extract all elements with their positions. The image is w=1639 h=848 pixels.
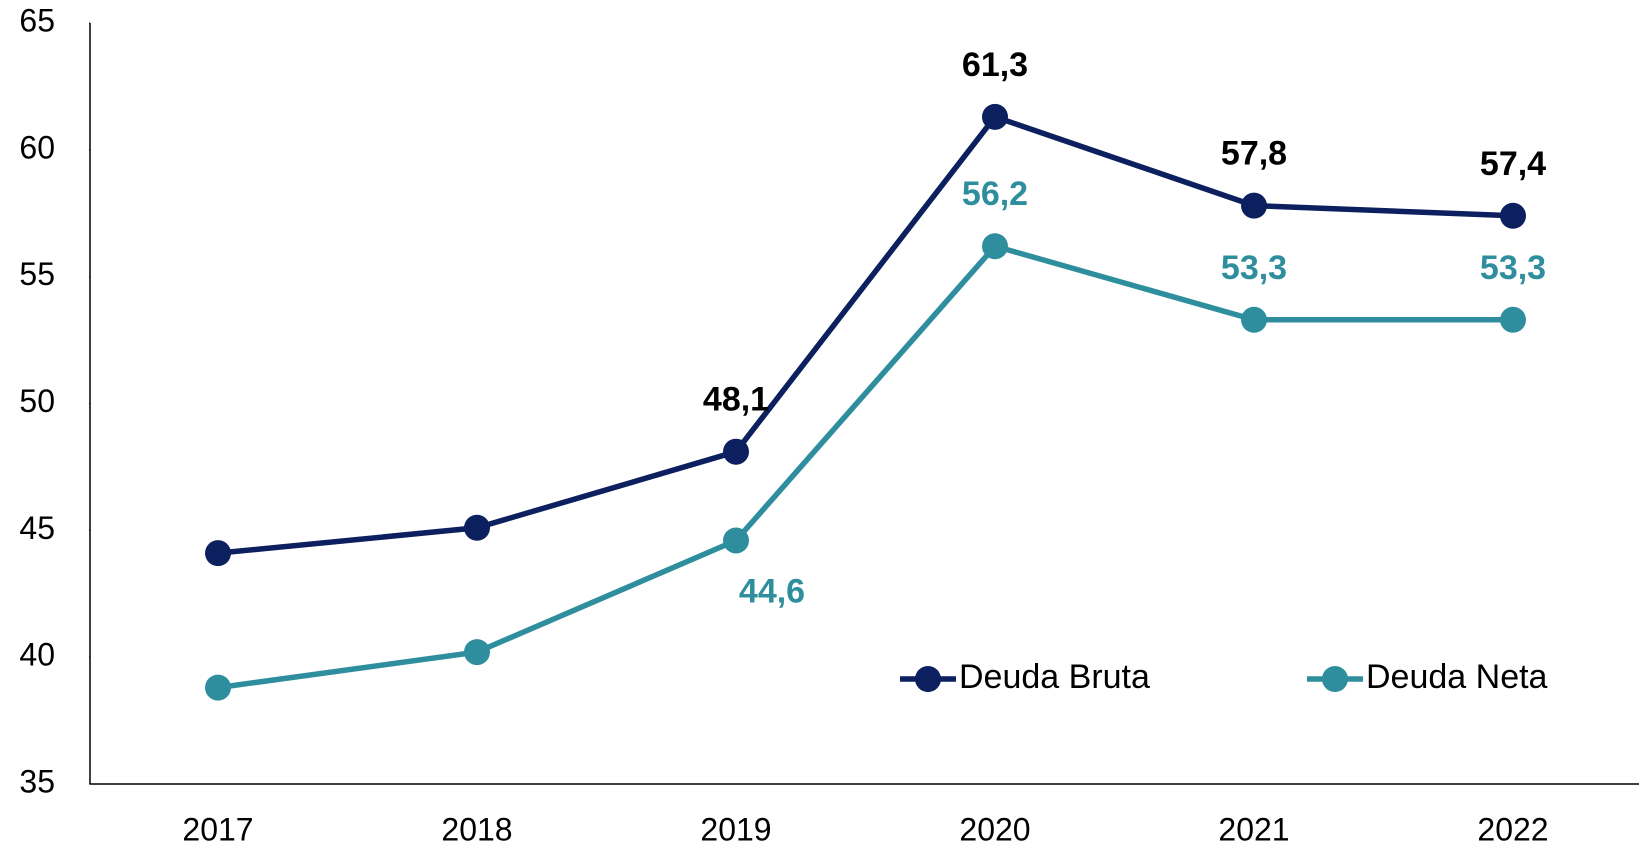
- x-tick-label: 2020: [959, 811, 1030, 847]
- y-tick-label: 60: [19, 129, 55, 165]
- x-tick-label: 2018: [441, 811, 512, 847]
- point: [982, 103, 1008, 130]
- point: [464, 639, 490, 666]
- legend-label: Deuda Neta: [1366, 658, 1548, 696]
- value-label: 56,2: [962, 175, 1028, 213]
- legend-marker: [915, 666, 941, 692]
- value-label: 48,1: [703, 381, 769, 419]
- value-label: 61,3: [962, 46, 1028, 84]
- y-tick-label: 45: [19, 510, 55, 546]
- value-label: 53,3: [1221, 249, 1287, 287]
- legend-marker: [1322, 666, 1348, 692]
- legend-label: Deuda Bruta: [959, 658, 1150, 696]
- value-label: 57,8: [1221, 135, 1287, 173]
- legend-item: Deuda Bruta: [900, 658, 1150, 696]
- point: [1500, 306, 1526, 333]
- y-tick-label: 35: [19, 763, 55, 799]
- point: [464, 514, 490, 541]
- series-line: [217, 113, 1514, 556]
- value-label: 44,6: [739, 572, 805, 610]
- y-tick-label: 55: [19, 256, 55, 292]
- x-tick-label: 2019: [700, 811, 771, 847]
- y-tick-label: 40: [19, 637, 55, 673]
- point: [1241, 192, 1267, 219]
- value-label: 57,4: [1480, 145, 1546, 183]
- point: [1241, 306, 1267, 333]
- y-tick-label: 65: [19, 2, 55, 38]
- value-label: 53,3: [1480, 249, 1546, 287]
- point: [723, 438, 749, 465]
- y-tick-label: 50: [19, 383, 55, 419]
- legend-item: Deuda Neta: [1307, 658, 1548, 696]
- point: [723, 527, 749, 554]
- point: [1500, 202, 1526, 229]
- x-tick-label: 2021: [1218, 811, 1289, 847]
- series-line: [217, 243, 1513, 691]
- x-tick-label: 2017: [182, 811, 253, 847]
- x-tick-label: 2022: [1477, 811, 1548, 847]
- point: [982, 233, 1008, 260]
- point: [205, 674, 231, 701]
- point: [205, 540, 231, 567]
